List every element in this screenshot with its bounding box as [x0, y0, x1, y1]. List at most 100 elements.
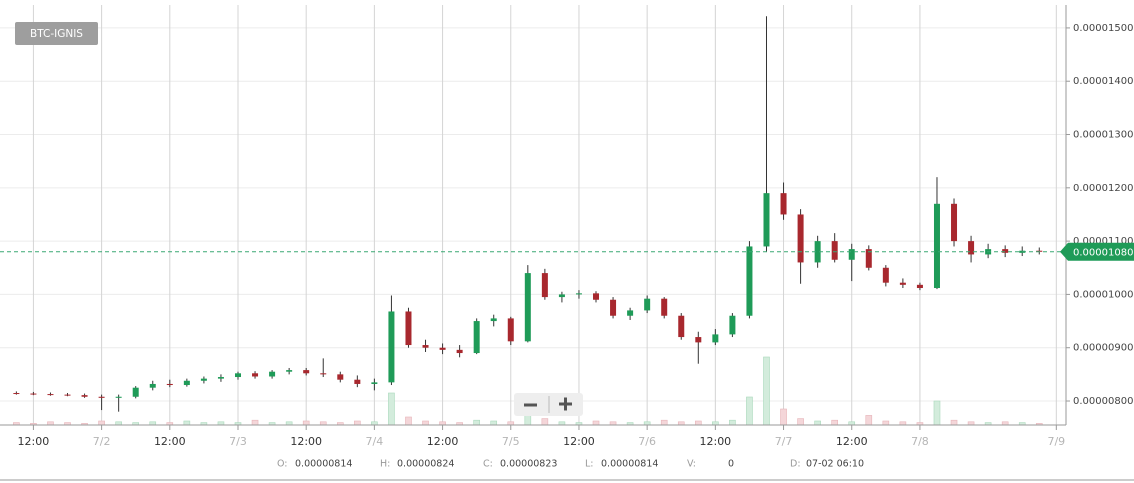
y-tick-label: 0.00001200 [1073, 183, 1133, 194]
candle-body [320, 373, 327, 375]
info-bar: O: 0.00000814 H: 0.00000824 C: 0.0000082… [277, 459, 864, 470]
x-tick-label: 7/9 [1047, 435, 1065, 448]
pair-label: BTC-IGNIS [15, 22, 98, 45]
candle-body [558, 294, 565, 298]
candle-body [269, 371, 276, 377]
candle-body [303, 370, 310, 374]
info-value: 0.00000814 [601, 459, 658, 470]
candle-body [286, 370, 293, 372]
volume-bar [98, 420, 105, 426]
candle-body [780, 193, 787, 215]
volume-bar [797, 418, 804, 426]
x-tick-label: 12:00 [563, 435, 595, 448]
candle-body [47, 394, 54, 396]
chart-title: BTC-IGNIS [30, 28, 83, 40]
candle-body [814, 241, 821, 263]
candle-body [695, 337, 702, 343]
zoom-in-button[interactable] [550, 394, 582, 415]
candle-body [882, 267, 889, 283]
candle-body [166, 383, 173, 386]
candle-body [439, 347, 446, 350]
last-price-tag [1060, 242, 1134, 261]
info-label: H: [380, 459, 390, 470]
x-tick-label: 7/6 [638, 435, 656, 448]
candle-body [252, 373, 259, 377]
info-label: D: [790, 459, 801, 470]
y-tick-label: 0.00000900 [1073, 343, 1133, 354]
y-tick-label: 0.00001100 [1073, 236, 1133, 247]
y-tick-label: 0.00001000 [1073, 289, 1133, 300]
candle-body [388, 311, 395, 383]
last-price-label: 0.00001080 [1073, 247, 1133, 258]
info-label: V: [687, 459, 696, 470]
x-tick-label: 7/7 [775, 435, 793, 448]
candle-body [797, 214, 804, 263]
volume-bar [302, 420, 310, 426]
info-value: 0.00000824 [397, 459, 454, 470]
info-value: 0.00000814 [295, 459, 352, 470]
info-value: 0 [728, 459, 734, 470]
x-tick-label: 12:00 [699, 435, 731, 448]
info-label: C: [483, 459, 493, 470]
volume-bar [490, 420, 498, 426]
candle-body [507, 318, 514, 342]
volume-bar [183, 420, 191, 426]
x-tick-label: 7/4 [366, 435, 384, 448]
candle-body [899, 282, 906, 285]
candle-body [30, 393, 37, 395]
candles [13, 16, 1043, 412]
candle-body [541, 273, 548, 298]
candle-body [644, 298, 651, 311]
x-tick-label: 7/5 [502, 435, 520, 448]
y-tick-label: 0.00001300 [1073, 130, 1133, 141]
candle-body [610, 299, 617, 316]
x-tick-label: 12:00 [836, 435, 868, 448]
candle-body [81, 395, 88, 397]
grid [0, 5, 1066, 425]
candle-body [763, 193, 770, 247]
candle-body [490, 318, 497, 322]
volume-bar [814, 420, 821, 426]
candle-body [524, 273, 531, 342]
volume-bar [422, 420, 429, 426]
candle-body [234, 373, 241, 378]
candle-body [405, 311, 412, 346]
candle-body [593, 293, 600, 300]
zoom-controls [514, 393, 583, 416]
zoom-out-button[interactable] [515, 394, 548, 415]
x-tick-label: 7/8 [911, 435, 929, 448]
info-label: L: [585, 459, 594, 470]
volume-bar [729, 419, 736, 426]
candle-body [456, 349, 463, 354]
pair-label-box [15, 22, 98, 45]
candle-body [575, 293, 582, 295]
candle-body [337, 374, 344, 380]
candle-body [951, 203, 958, 242]
candle-body [933, 203, 940, 289]
volume-bar [746, 396, 753, 426]
volume-bar [865, 415, 873, 426]
y-tick-label: 0.00001400 [1073, 76, 1133, 87]
x-tick-label: 12:00 [154, 435, 186, 448]
candle-body [831, 241, 838, 260]
candle-body [968, 241, 975, 255]
candle-body [473, 321, 480, 354]
candle-body [916, 284, 923, 289]
candle-body [115, 396, 122, 398]
candle-body [1036, 250, 1043, 252]
x-tick-label: 12:00 [427, 435, 459, 448]
volume-bar [541, 418, 549, 426]
candle-body [422, 345, 429, 348]
x-tick-label: 7/3 [229, 435, 247, 448]
candle-body [678, 315, 685, 338]
candle-body [1002, 249, 1009, 253]
volume-bar [831, 419, 838, 426]
volume-bar [933, 400, 941, 426]
candle-body [64, 394, 71, 396]
volume-bar [592, 420, 600, 426]
volume-bar [388, 392, 395, 426]
candle-body [149, 383, 156, 388]
candle-body [217, 377, 224, 379]
candle-body [729, 315, 736, 335]
